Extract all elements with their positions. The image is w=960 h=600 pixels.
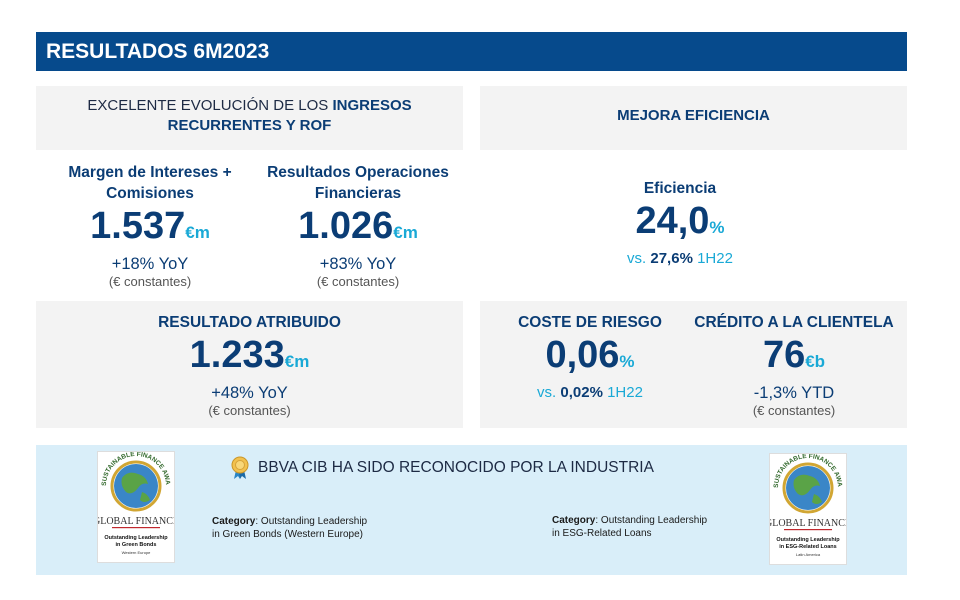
- efficiency-panel-header: [480, 86, 907, 150]
- metric-label-line1: Resultados Operaciones: [267, 164, 449, 181]
- award-logo-caption2: in ESG-Related Loans: [779, 544, 836, 550]
- metric-value: 1.233€m: [36, 333, 463, 384]
- metric-value: 24,0%: [580, 199, 780, 250]
- vs-prefix: vs.: [627, 250, 651, 267]
- metric-unit: €m: [185, 223, 210, 242]
- metric-number: 24,0: [635, 200, 710, 242]
- awards-heading: BBVA CIB HA SIDO RECONOCIDO POR LA INDUS…: [228, 456, 728, 480]
- metric-value: 0,06%: [500, 333, 680, 384]
- metric-note: (€ constantes): [752, 403, 836, 418]
- metric-rof: Resultados Operaciones Financieras 1.026…: [258, 162, 458, 289]
- award-logo-caption1: Outstanding Leadership: [104, 535, 168, 541]
- award-logo-caption3: Western Europe: [122, 550, 152, 555]
- metric-change: -1,3% YTD: [753, 384, 835, 402]
- metric-number: 0,06: [545, 334, 620, 376]
- metric-label: CRÉDITO A LA CLIENTELA: [694, 314, 894, 331]
- award-text-green-bonds: Category: Outstanding Leadership in Gree…: [212, 515, 432, 541]
- metric-efficiency: Eficiencia 24,0% vs. 27,6% 1H22: [580, 178, 780, 267]
- award-text-line1: : Outstanding Leadership: [255, 516, 368, 527]
- metric-change: +48% YoY: [211, 384, 288, 402]
- heading-line2: RECURRENTES Y ROF: [167, 117, 332, 134]
- metric-number: 1.026: [298, 205, 394, 247]
- metric-change: +83% YoY: [319, 255, 397, 273]
- metric-note: (€ constantes): [108, 274, 192, 289]
- award-logo-brand: GLOBAL FINANCE: [98, 516, 174, 527]
- vs-suffix: 1H22: [602, 384, 643, 401]
- metric-value: 76€b: [680, 333, 908, 384]
- award-logo-caption3: Latin America: [796, 552, 821, 557]
- metric-number: 76: [762, 334, 806, 376]
- metric-comparison: vs. 27,6% 1H22: [580, 250, 780, 267]
- vs-value: 0,02%: [560, 384, 603, 401]
- award-logo-caption2: in Green Bonds: [116, 542, 157, 548]
- metric-unit: €b: [805, 352, 826, 371]
- metric-cost-of-risk: COSTE DE RIESGO 0,06% vs. 0,02% 1H22: [500, 312, 680, 401]
- award-text-line2: in Green Bonds (Western Europe): [212, 529, 364, 540]
- metric-number: 1.233: [189, 334, 285, 376]
- award-logo-brand: GLOBAL FINANCE: [770, 518, 846, 529]
- metric-label: Resultados Operaciones Financieras: [258, 162, 458, 204]
- recurrent-income-panel-header: [36, 86, 463, 150]
- category-label: Category: [552, 515, 596, 526]
- recurrent-income-heading: EXCELENTE EVOLUCIÓN DE LOS INGRESOS RECU…: [36, 96, 463, 136]
- efficiency-heading: MEJORA EFICIENCIA: [480, 106, 907, 126]
- award-text-esg-loans: Category: Outstanding Leadership in ESG-…: [552, 514, 772, 540]
- award-logo-caption1: Outstanding Leadership: [776, 537, 840, 543]
- net-attributable-profit-panel: [36, 301, 463, 428]
- metric-unit: €m: [393, 223, 418, 242]
- heading-prefix: EXCELENTE EVOLUCIÓN DE LOS: [87, 97, 333, 114]
- metric-comparison: vs. 0,02% 1H22: [500, 384, 680, 401]
- page-title: RESULTADOS 6M2023: [36, 32, 907, 71]
- risk-credit-panel: [480, 301, 907, 428]
- metric-label-line1: Margen de Intereses +: [68, 164, 232, 181]
- efficiency-heading-text: MEJORA EFICIENCIA: [617, 107, 770, 124]
- category-label: Category: [212, 516, 256, 527]
- award-logo-esg-loans: SUSTAINABLE FINANCE AWARDS 2023 GLOBAL F…: [765, 449, 851, 565]
- metric-nii-fees: Margen de Intereses + Comisiones 1.537€m…: [50, 162, 250, 289]
- metric-label: Eficiencia: [643, 180, 717, 197]
- award-logo-green-bonds: SUSTAINABLE FINANCE AWARDS 2023 GLOBAL F…: [93, 447, 179, 563]
- medal-icon: [228, 456, 252, 480]
- award-text-line2: in ESG-Related Loans: [552, 528, 652, 539]
- metric-label: COSTE DE RIESGO: [518, 314, 662, 331]
- metric-change: +18% YoY: [111, 255, 189, 273]
- metric-note: (€ constantes): [316, 274, 400, 289]
- metric-unit: %: [619, 352, 635, 371]
- metric-label: RESULTADO ATRIBUIDO: [158, 314, 341, 331]
- metric-loans-to-customers: CRÉDITO A LA CLIENTELA 76€b -1,3% YTD (€…: [680, 312, 908, 418]
- awards-band: [36, 445, 907, 575]
- metric-number: 1.537: [90, 205, 186, 247]
- metric-label-line2: Comisiones: [106, 185, 194, 202]
- metric-unit: €m: [284, 352, 310, 371]
- vs-value: 27,6%: [650, 250, 693, 267]
- heading-bold: INGRESOS: [332, 97, 412, 114]
- metric-label-line2: Financieras: [314, 185, 402, 202]
- metric-value: 1.026€m: [258, 204, 458, 255]
- metric-note: (€ constantes): [208, 403, 291, 418]
- award-text-line1: : Outstanding Leadership: [595, 515, 708, 526]
- vs-suffix: 1H22: [692, 250, 733, 267]
- awards-heading-text: BBVA CIB HA SIDO RECONOCIDO POR LA INDUS…: [258, 459, 654, 476]
- metric-net-profit: RESULTADO ATRIBUIDO 1.233€m +48% YoY (€ …: [36, 312, 463, 418]
- metric-value: 1.537€m: [50, 204, 250, 255]
- metric-label: Margen de Intereses + Comisiones: [50, 162, 250, 204]
- metric-unit: %: [709, 218, 725, 237]
- vs-prefix: vs.: [537, 384, 561, 401]
